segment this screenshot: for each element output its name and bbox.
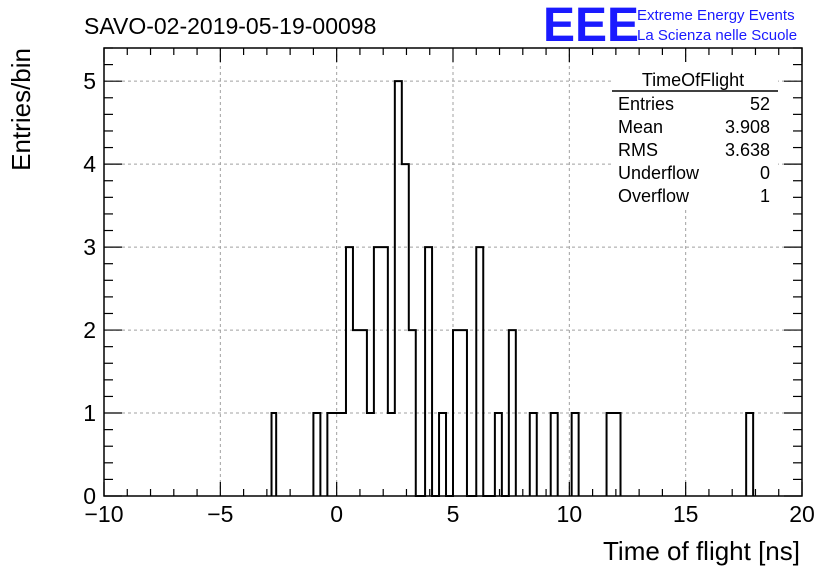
stats-row-value: 0 <box>760 163 770 183</box>
histogram-bin <box>388 413 395 496</box>
stats-row-value: 3.638 <box>725 140 770 160</box>
x-tick-label: −10 <box>84 501 123 527</box>
y-tick-label: 0 <box>83 483 96 509</box>
histogram-bin <box>607 413 621 496</box>
stats-row-value: 1 <box>760 186 770 206</box>
eee-logo-line2: La Scienza nelle Scuole <box>637 27 797 44</box>
eee-logo: EEE Extreme Energy Events La Scienza nel… <box>543 0 797 52</box>
stats-row-label: Mean <box>618 117 663 137</box>
histogram-bin <box>346 247 353 496</box>
x-tick-label: −5 <box>207 501 233 527</box>
histogram-bin <box>439 413 446 496</box>
y-tick-label: 1 <box>83 400 96 426</box>
y-axis-label: Entries/bin <box>6 48 36 171</box>
y-tick-label: 4 <box>83 151 96 177</box>
stats-row-label: Underflow <box>618 163 700 183</box>
y-tick-label: 5 <box>83 68 96 94</box>
x-tick-label: 5 <box>447 501 460 527</box>
y-tick-labels: 0 1 2 3 4 5 <box>83 68 96 509</box>
histogram-outline <box>270 80 755 497</box>
histogram-bin <box>495 413 502 496</box>
histogram-bin <box>551 413 558 496</box>
histogram-bin <box>374 247 388 496</box>
histogram-bin <box>425 247 432 496</box>
histogram-bin <box>746 413 753 496</box>
y-tick-label: 2 <box>83 317 96 343</box>
histogram-bin <box>395 81 402 496</box>
x-tick-label: 0 <box>330 501 343 527</box>
eee-logo-mark: EEE <box>543 0 639 52</box>
stats-row-label: RMS <box>618 140 658 160</box>
stats-row-label: Entries <box>618 94 674 114</box>
stats-row-value: 3.908 <box>725 117 770 137</box>
y-tick-label: 3 <box>83 234 96 260</box>
histogram-bin <box>476 247 483 496</box>
x-tick-label: 10 <box>557 501 583 527</box>
histogram-bin <box>530 413 537 496</box>
x-tick-labels: −10 −5 0 5 10 15 20 <box>84 501 814 527</box>
x-axis-label: Time of flight [ns] <box>603 536 800 566</box>
x-tick-label: 20 <box>789 501 815 527</box>
x-tick-label: 15 <box>673 501 699 527</box>
stats-row-value: 52 <box>750 94 770 114</box>
stats-box-rows: Entries 52 Mean 3.908 RMS 3.638 Underflow 0 Over… <box>618 94 770 206</box>
histogram-bin <box>367 413 374 496</box>
stats-row-label: Overflow <box>618 186 690 206</box>
histogram-bin <box>572 413 579 496</box>
chart-title: SAVO-02-2019-05-19-00098 <box>84 13 376 39</box>
axis-ticks <box>103 47 803 497</box>
eee-logo-line1: Extreme Energy Events <box>637 7 795 24</box>
histogram-bin <box>313 413 320 496</box>
stats-box: TimeOfFlight Entries 52 Mean 3.908 RMS 3.638 U… <box>612 62 778 207</box>
stats-box-title: TimeOfFlight <box>642 70 744 90</box>
